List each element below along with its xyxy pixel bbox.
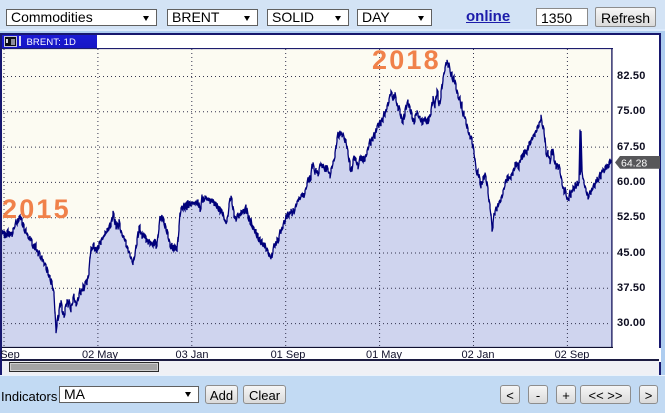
svg-text:64.28: 64.28 <box>621 157 647 169</box>
